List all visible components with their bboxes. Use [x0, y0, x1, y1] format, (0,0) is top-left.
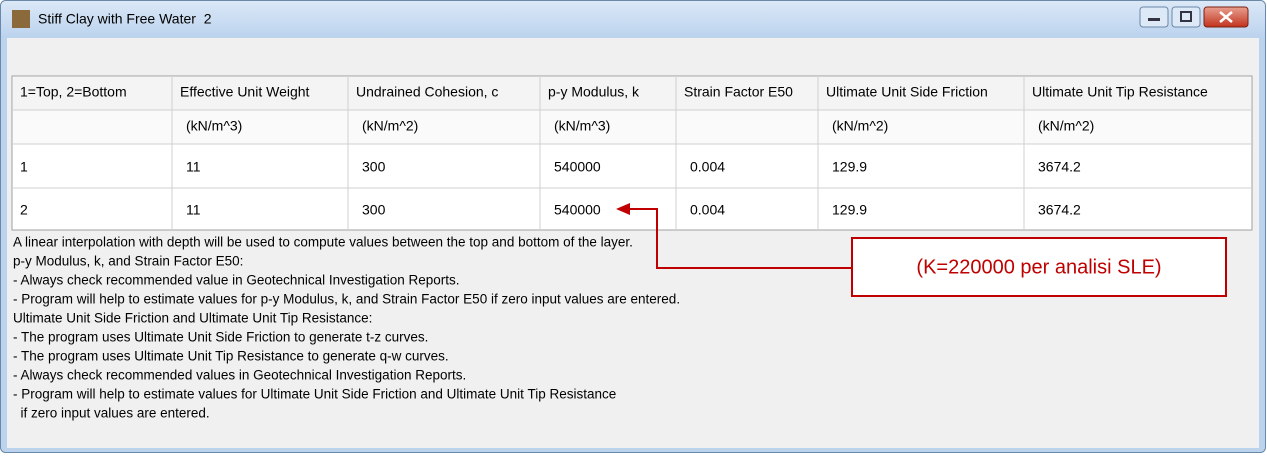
cell: 2 — [20, 202, 28, 218]
cell: 540000 — [554, 202, 601, 218]
header-row — [13, 77, 1251, 110]
cell: 3674.2 — [1038, 202, 1081, 218]
note-line: - Always check recommended values in Geo… — [13, 368, 466, 383]
column-header: Undrained Cohesion, c — [356, 84, 498, 100]
note-line: A linear interpolation with depth will b… — [13, 235, 633, 250]
note-line: - The program uses Ultimate Unit Side Fr… — [13, 330, 428, 345]
column-header: Ultimate Unit Tip Resistance — [1032, 84, 1208, 100]
unit-label: (kN/m^2) — [1038, 118, 1094, 134]
cell: 129.9 — [832, 202, 867, 218]
note-line: - Program will help to estimate values f… — [13, 387, 616, 402]
maximize-icon — [1180, 11, 1192, 22]
maximize-button[interactable] — [1171, 6, 1201, 28]
cell: 3674.2 — [1038, 159, 1081, 175]
minimize-button[interactable] — [1139, 6, 1169, 28]
column-header: 1=Top, 2=Bottom — [20, 84, 127, 100]
cell: 11 — [186, 159, 201, 175]
cell: 129.9 — [832, 159, 867, 175]
minimize-icon — [1148, 18, 1160, 21]
note-line: - The program uses Ultimate Unit Tip Res… — [13, 349, 449, 364]
cell: 1 — [20, 159, 28, 175]
cell: 0.004 — [690, 159, 725, 175]
unit-label: (kN/m^2) — [362, 118, 418, 134]
annotation-arrow — [628, 208, 852, 269]
annotation-text: (K=220000 per analisi SLE) — [916, 256, 1161, 278]
cell: 540000 — [554, 159, 601, 175]
unit-label: (kN/m^3) — [554, 118, 610, 134]
note-line: - Program will help to estimate values f… — [13, 292, 680, 307]
close-icon — [1219, 11, 1233, 23]
note-line: - Always check recommended value in Geot… — [13, 273, 459, 288]
column-header: Strain Factor E50 — [684, 84, 793, 100]
column-header: p-y Modulus, k — [548, 84, 640, 100]
arrow-head — [616, 203, 630, 215]
note-line: p-y Modulus, k, and Strain Factor E50: — [13, 254, 243, 269]
unit-label: (kN/m^2) — [832, 118, 888, 134]
units-row — [13, 110, 1251, 144]
app-icon — [12, 10, 30, 28]
cell: 300 — [362, 159, 386, 175]
column-header: Effective Unit Weight — [180, 84, 310, 100]
title-bar — [1, 1, 1265, 37]
column-header: Ultimate Unit Side Friction — [826, 84, 988, 100]
note-line: if zero input values are entered. — [13, 406, 210, 421]
unit-label: (kN/m^3) — [186, 118, 242, 134]
note-line: Ultimate Unit Side Friction and Ultimate… — [13, 311, 372, 326]
window-title: Stiff Clay with Free Water 2 — [38, 11, 212, 27]
cell: 11 — [186, 202, 201, 218]
cell: 0.004 — [690, 202, 725, 218]
cell: 300 — [362, 202, 386, 218]
